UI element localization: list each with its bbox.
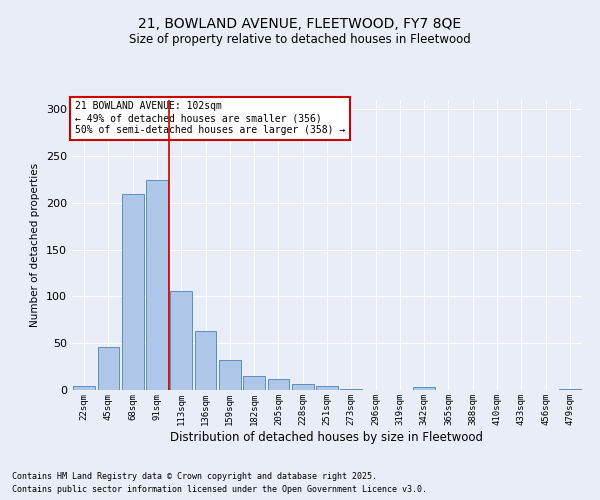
- Bar: [292, 384, 314, 390]
- Y-axis label: Number of detached properties: Number of detached properties: [31, 163, 40, 327]
- Bar: [559, 389, 581, 390]
- Bar: [340, 389, 362, 390]
- Bar: [316, 386, 338, 390]
- Bar: [73, 386, 95, 390]
- Bar: [413, 387, 435, 390]
- Bar: [146, 180, 168, 390]
- Text: Size of property relative to detached houses in Fleetwood: Size of property relative to detached ho…: [129, 32, 471, 46]
- Text: 21, BOWLAND AVENUE, FLEETWOOD, FY7 8QE: 21, BOWLAND AVENUE, FLEETWOOD, FY7 8QE: [139, 18, 461, 32]
- Bar: [122, 194, 143, 390]
- Bar: [97, 347, 119, 390]
- X-axis label: Distribution of detached houses by size in Fleetwood: Distribution of detached houses by size …: [170, 430, 484, 444]
- Bar: [268, 379, 289, 390]
- Bar: [243, 376, 265, 390]
- Text: Contains public sector information licensed under the Open Government Licence v3: Contains public sector information licen…: [12, 485, 427, 494]
- Text: Contains HM Land Registry data © Crown copyright and database right 2025.: Contains HM Land Registry data © Crown c…: [12, 472, 377, 481]
- Bar: [219, 360, 241, 390]
- Bar: [170, 291, 192, 390]
- Bar: [194, 331, 217, 390]
- Text: 21 BOWLAND AVENUE: 102sqm
← 49% of detached houses are smaller (356)
50% of semi: 21 BOWLAND AVENUE: 102sqm ← 49% of detac…: [74, 102, 345, 134]
